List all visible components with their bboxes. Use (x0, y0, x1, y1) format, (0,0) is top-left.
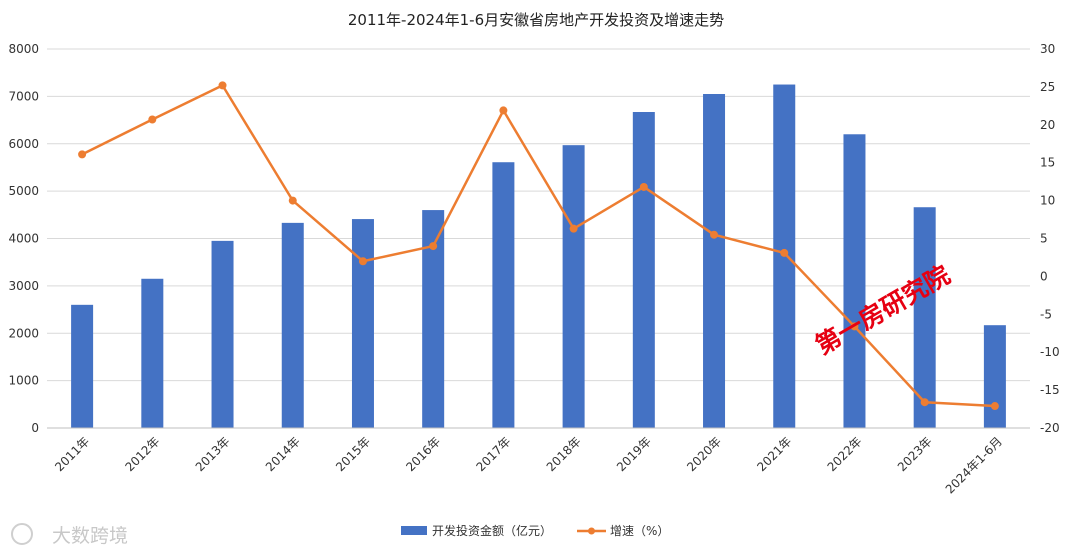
line-point (358, 257, 367, 266)
legend: 开发投资金额（亿元） 增速（%） (401, 523, 669, 538)
line-point (569, 224, 578, 233)
y-right-tick-label: 15 (1040, 156, 1055, 170)
bar (632, 112, 655, 428)
axes: 0 1000 2000 3000 4000 5000 6000 7000 8000 -20 -15 -… (8, 42, 1059, 497)
bar (71, 304, 94, 428)
bar (422, 210, 445, 428)
y-left-tick-label: 2000 (8, 326, 39, 340)
y-right-tick-label: 25 (1040, 80, 1055, 94)
x-tick-label: 2014年 (263, 434, 303, 474)
line-point (850, 322, 859, 331)
bar (492, 162, 515, 428)
x-tick-label: 2012年 (122, 434, 162, 474)
watermark-logo: 大数跨境 (11, 523, 128, 547)
x-tick-label: 2013年 (193, 434, 233, 474)
y-left-tick-label: 6000 (8, 137, 39, 151)
y-right-tick-label: 30 (1040, 42, 1055, 56)
x-tick-label: 2011年 (52, 434, 92, 474)
bar (562, 145, 585, 428)
line-point (990, 402, 999, 411)
x-tick-label: 2023年 (895, 434, 935, 474)
line-point (78, 150, 87, 159)
y-left-tick-label: 4000 (8, 232, 39, 246)
bar (141, 278, 164, 428)
line-point (639, 182, 648, 191)
line-point (920, 398, 929, 407)
y-right-tick-label: 20 (1040, 118, 1055, 132)
y-right-tick-label: 10 (1040, 194, 1055, 208)
gridlines (47, 48, 1030, 382)
y-left-tick-label: 8000 (8, 42, 39, 56)
y-right-tick-label: -10 (1040, 345, 1060, 359)
bar (351, 219, 374, 428)
y-left-tick-label: 3000 (8, 279, 39, 293)
x-tick-label: 2024年1-6月 (943, 434, 1005, 496)
watermark-logo-icon (11, 523, 33, 545)
x-tick-label: 2021年 (754, 434, 794, 474)
line-point (288, 196, 297, 205)
y-left-tick-label: 0 (31, 421, 39, 435)
legend-bar-label: 开发投资金额（亿元） (432, 523, 552, 538)
legend-line-label: 增速（%） (610, 524, 669, 538)
x-tick-label: 2022年 (825, 434, 865, 474)
line-point (780, 248, 789, 257)
line-path (81, 84, 995, 408)
bar-series (71, 84, 1006, 428)
x-tick-label: 2016年 (403, 434, 443, 474)
legend-line-marker (588, 527, 595, 535)
y-left-tick-label: 7000 (8, 89, 39, 103)
y-left-tick-label: 1000 (8, 374, 39, 388)
line-point (429, 242, 438, 251)
y-right-tick-label: 5 (1040, 232, 1048, 246)
line-point (148, 115, 157, 124)
y-left-tick-label: 5000 (8, 184, 39, 198)
legend-bar-swatch (401, 526, 427, 535)
line-point (710, 230, 719, 239)
line-point (218, 81, 227, 90)
line-series (78, 81, 999, 411)
y-right-tick-label: 0 (1040, 269, 1048, 283)
bar (211, 240, 234, 428)
y-right-tick-label: -20 (1040, 421, 1060, 435)
chart-title: 2011年-2024年1-6月安徽省房地产开发投资及增速走势 (348, 11, 724, 29)
y-right-tick-label: -5 (1040, 307, 1052, 321)
y-right-tick-label: -15 (1040, 383, 1060, 397)
bar (281, 222, 304, 428)
x-tick-label: 2019年 (614, 434, 654, 474)
bar (703, 94, 726, 428)
x-tick-label: 2015年 (333, 434, 373, 474)
bar (983, 325, 1006, 428)
x-tick-label: 2020年 (684, 434, 724, 474)
watermark-logo-text: 大数跨境 (52, 525, 128, 547)
x-tick-label: 2017年 (474, 434, 514, 474)
bar (913, 207, 936, 428)
line-point (499, 106, 508, 115)
x-tick-label: 2018年 (544, 434, 584, 474)
bar (843, 134, 866, 428)
